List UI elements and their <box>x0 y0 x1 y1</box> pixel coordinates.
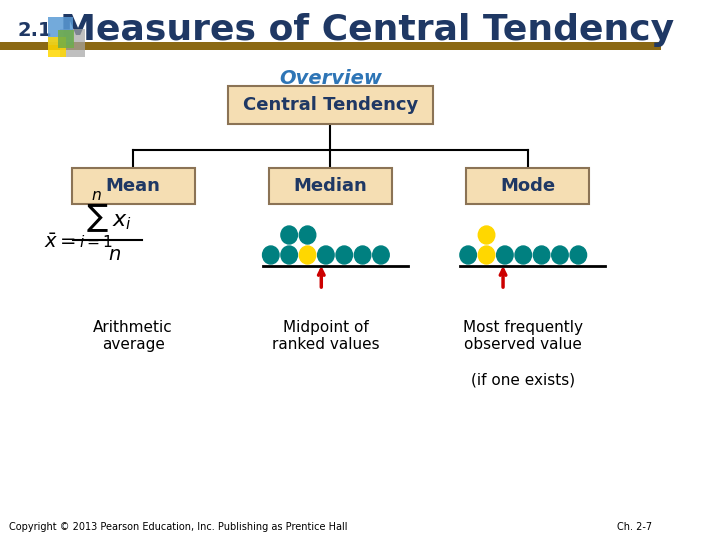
Circle shape <box>552 246 568 264</box>
FancyBboxPatch shape <box>58 30 74 48</box>
Circle shape <box>318 246 334 264</box>
Circle shape <box>570 246 587 264</box>
Text: Measures of Central Tendency: Measures of Central Tendency <box>60 13 674 47</box>
Text: Median: Median <box>294 177 367 195</box>
Circle shape <box>300 226 316 244</box>
Circle shape <box>300 246 316 264</box>
Text: Overview: Overview <box>279 69 382 87</box>
Text: Mean: Mean <box>106 177 161 195</box>
Text: Arithmetic
average: Arithmetic average <box>93 320 173 353</box>
FancyBboxPatch shape <box>48 17 73 45</box>
FancyBboxPatch shape <box>60 29 86 57</box>
Circle shape <box>281 246 297 264</box>
Circle shape <box>373 246 390 264</box>
Text: Central Tendency: Central Tendency <box>243 96 418 114</box>
Circle shape <box>354 246 371 264</box>
Circle shape <box>515 246 531 264</box>
FancyBboxPatch shape <box>467 168 590 204</box>
FancyBboxPatch shape <box>71 168 194 204</box>
Circle shape <box>263 246 279 264</box>
Text: Ch. 2-7: Ch. 2-7 <box>616 522 652 532</box>
Text: $\bar{x} =$: $\bar{x} =$ <box>44 233 76 252</box>
Text: Mode: Mode <box>500 177 555 195</box>
Circle shape <box>281 226 297 244</box>
Text: $\sum_{i=1}^{n} x_i$: $\sum_{i=1}^{n} x_i$ <box>79 190 132 251</box>
Text: Most frequently
observed value

(if one exists): Most frequently observed value (if one e… <box>463 320 583 387</box>
FancyBboxPatch shape <box>48 37 66 57</box>
Text: $n$: $n$ <box>108 246 121 265</box>
Circle shape <box>534 246 550 264</box>
Circle shape <box>478 246 495 264</box>
Text: Copyright © 2013 Pearson Education, Inc. Publishing as Prentice Hall: Copyright © 2013 Pearson Education, Inc.… <box>9 522 348 532</box>
FancyBboxPatch shape <box>269 168 392 204</box>
Text: Midpoint of
ranked values: Midpoint of ranked values <box>272 320 379 353</box>
Circle shape <box>497 246 513 264</box>
Circle shape <box>336 246 353 264</box>
FancyBboxPatch shape <box>228 86 433 124</box>
Circle shape <box>478 226 495 244</box>
Text: 2.1: 2.1 <box>17 21 52 39</box>
FancyBboxPatch shape <box>0 42 661 50</box>
Circle shape <box>460 246 477 264</box>
